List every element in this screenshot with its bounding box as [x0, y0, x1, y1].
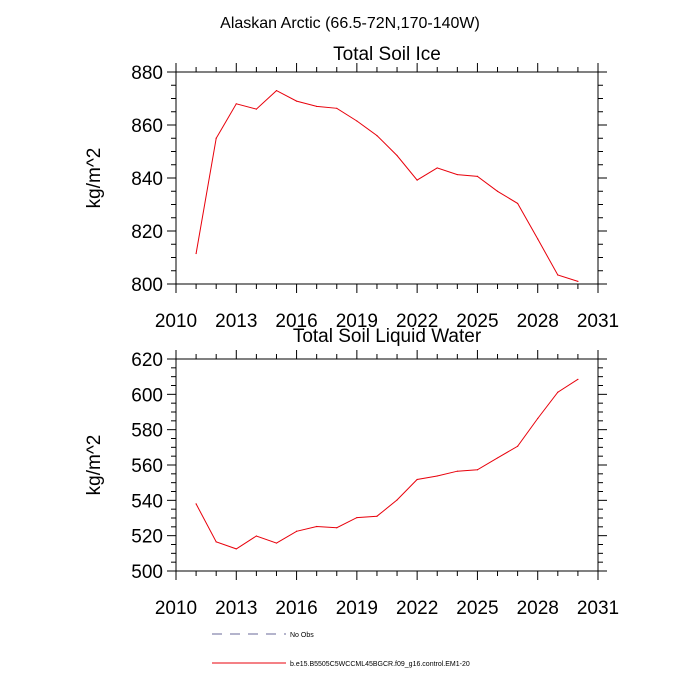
data-point: [316, 105, 318, 108]
data-point: [235, 548, 237, 550]
x-tick-label: 2022: [396, 598, 438, 619]
data-point: [537, 417, 539, 420]
data-point: [496, 457, 499, 459]
chart-total-soil-ice: Total Soil Ice kg/m^2 2010 2013 2016 2019 2022…: [84, 44, 619, 332]
x-tick-label: 2025: [456, 598, 498, 619]
legend: No Obs b.e15.B5505C5WCCML45BGCR.f09_g16.…: [212, 632, 470, 668]
chart-title: Total Soil Ice: [333, 44, 441, 65]
x-tick-label: 2028: [517, 598, 559, 619]
y-tick-label: 540: [131, 491, 163, 512]
data-point: [316, 525, 318, 528]
x-tick-label: 2031: [577, 598, 619, 619]
x-tick-label: 2025: [456, 311, 498, 332]
data-point: [356, 517, 358, 519]
data-point: [336, 107, 338, 109]
y-tick-label: 580: [131, 421, 163, 442]
series-line: [195, 378, 579, 550]
y-tick-label: 860: [131, 116, 163, 137]
data-point: [376, 135, 378, 137]
y-tick-label: 840: [131, 169, 163, 190]
y-tick-label: 600: [131, 385, 163, 406]
data-point: [396, 154, 398, 157]
y-tick-label: 500: [131, 562, 163, 583]
data-point: [476, 469, 479, 471]
y-axis-label: kg/m^2: [84, 148, 105, 209]
x-tick-label: 2019: [336, 311, 378, 332]
data-point: [255, 535, 257, 537]
legend-label-no-obs: No Obs: [290, 632, 314, 639]
y-tick-label: 620: [131, 350, 163, 371]
plot-frame: [175, 71, 599, 285]
data-point: [456, 173, 458, 176]
data-point: [577, 280, 579, 282]
x-tick-label: 2013: [215, 598, 257, 619]
data-point: [557, 391, 559, 393]
data-point: [195, 503, 197, 505]
y-tick-label: 800: [131, 275, 163, 296]
legend-item-control: b.e15.B5505C5WCCML45BGCR.f09_g16.control…: [212, 661, 470, 668]
data-point: [577, 378, 579, 380]
data-point: [557, 274, 559, 276]
figure-title: Alaskan Arctic (66.5-72N,170-140W): [220, 15, 480, 32]
y-tick-label: 560: [131, 456, 163, 477]
data-point: [336, 527, 338, 529]
y-tick-label: 520: [131, 527, 163, 548]
data-point: [255, 108, 257, 110]
x-tick-label: 2013: [215, 311, 257, 332]
x-tick-label: 2019: [336, 598, 378, 619]
x-tick-label: 2031: [577, 311, 619, 332]
x-tick-label: 2010: [155, 311, 197, 332]
data-point: [416, 179, 418, 181]
x-tick-label: 2016: [275, 311, 317, 332]
data-point: [215, 541, 217, 543]
data-point: [396, 499, 398, 501]
series-line: [195, 89, 579, 282]
legend-item-no-obs: No Obs: [212, 632, 314, 639]
data-point: [215, 137, 217, 139]
data-point: [517, 202, 519, 205]
data-point: [195, 252, 197, 255]
data-point: [436, 167, 438, 169]
plot-frame: [175, 358, 599, 572]
data-point: [235, 103, 237, 105]
data-point: [517, 445, 519, 447]
chart-title: Total Soil Liquid Water: [293, 326, 482, 347]
data-point: [275, 542, 278, 544]
data-point: [295, 530, 298, 532]
data-point: [275, 89, 278, 92]
data-point: [376, 515, 378, 517]
chart-total-soil-liquid-water: Total Soil Liquid Water kg/m^2 2010 2013 201…: [84, 326, 619, 619]
data-point: [436, 475, 438, 477]
data-point: [295, 100, 298, 102]
x-tick-label: 2028: [517, 311, 559, 332]
x-tick-label: 2022: [396, 311, 438, 332]
data-point: [356, 120, 358, 122]
x-tick-label: 2016: [275, 598, 317, 619]
y-tick-label: 880: [131, 63, 163, 84]
data-point: [456, 470, 458, 472]
legend-label-control: b.e15.B5505C5WCCML45BGCR.f09_g16.control…: [290, 661, 470, 668]
data-point: [496, 190, 499, 192]
y-tick-label: 820: [131, 222, 163, 243]
x-tick-label: 2010: [155, 598, 197, 619]
y-axis-label: kg/m^2: [84, 435, 105, 496]
data-point: [476, 175, 479, 178]
data-point: [416, 478, 418, 481]
data-point: [537, 238, 539, 240]
